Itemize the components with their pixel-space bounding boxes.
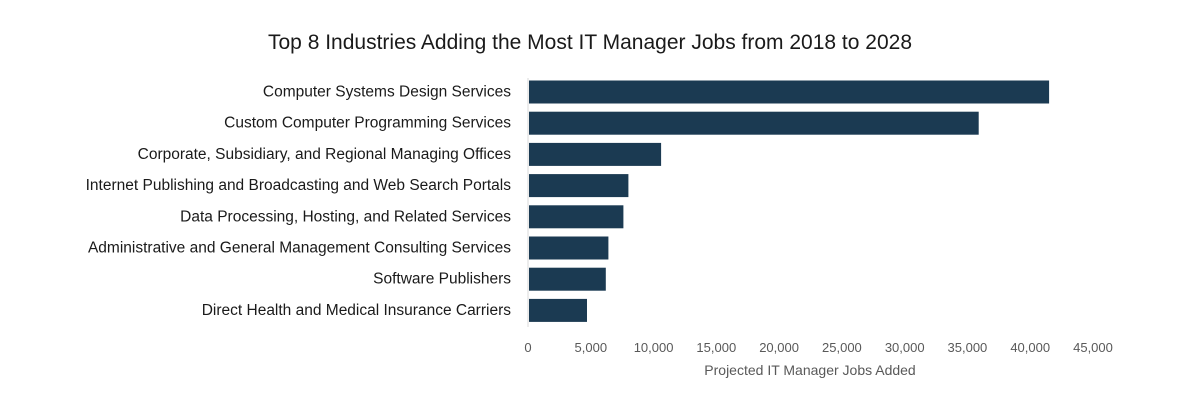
- x-axis-title: Projected IT Manager Jobs Added: [704, 362, 915, 378]
- bar: [529, 236, 609, 260]
- x-tick-label: 45,000: [1073, 340, 1113, 355]
- bar: [529, 267, 606, 291]
- category-label: Custom Computer Programming Services: [224, 115, 511, 132]
- x-tick-label: 25,000: [822, 340, 862, 355]
- bar: [529, 298, 587, 322]
- x-tick-label: 20,000: [759, 340, 799, 355]
- chart-title: Top 8 Industries Adding the Most IT Mana…: [268, 31, 912, 54]
- x-tick-label: 35,000: [948, 340, 988, 355]
- bar: [529, 174, 629, 198]
- category-label: Corporate, Subsidiary, and Regional Mana…: [138, 146, 512, 163]
- bar: [529, 80, 1050, 104]
- category-label: Computer Systems Design Services: [263, 84, 511, 101]
- x-tick-label: 40,000: [1010, 340, 1050, 355]
- category-labels: Computer Systems Design Services Custom C…: [86, 84, 512, 319]
- category-label: Administrative and General Management Co…: [88, 240, 511, 257]
- bar: [529, 205, 624, 229]
- category-label: Direct Health and Medical Insurance Carr…: [202, 302, 512, 319]
- x-tick-label: 10,000: [634, 340, 674, 355]
- x-tick-label: 0: [524, 340, 531, 355]
- x-tick-label: 5,000: [575, 340, 608, 355]
- x-tick-label: 15,000: [696, 340, 736, 355]
- bar: [529, 111, 979, 135]
- x-tick-label: 30,000: [885, 340, 925, 355]
- x-axis-ticks: 0 5,000 10,000 15,000 20,000 25,000 30,000 35,0…: [524, 340, 1113, 355]
- category-label: Software Publishers: [373, 271, 511, 288]
- category-label: Data Processing, Hosting, and Related Se…: [180, 208, 511, 225]
- category-label: Internet Publishing and Broadcasting and…: [86, 177, 512, 194]
- bar: [529, 142, 662, 166]
- bars-layer: [529, 80, 1050, 322]
